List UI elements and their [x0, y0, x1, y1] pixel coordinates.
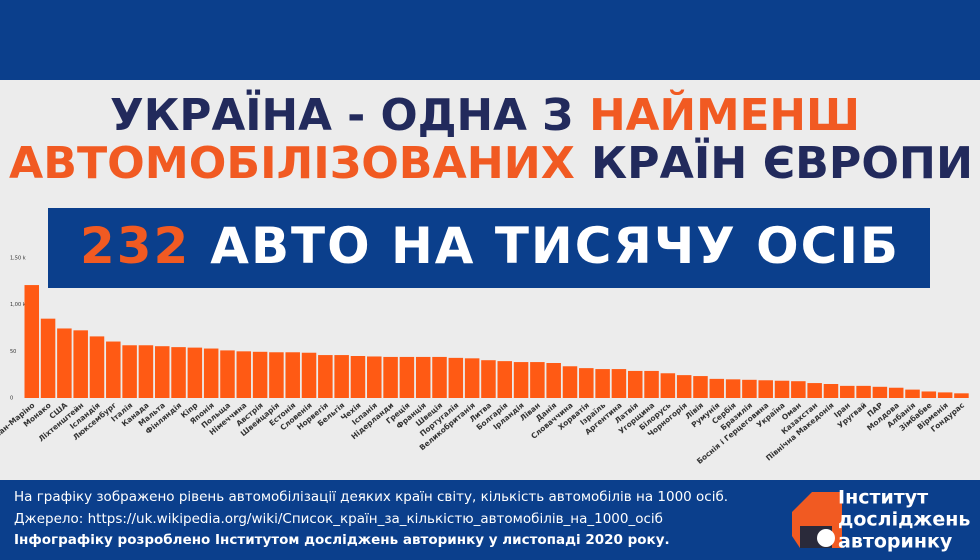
bar	[823, 384, 839, 398]
y-tick-label: 0	[10, 396, 13, 402]
bar	[122, 345, 137, 398]
bar	[383, 356, 398, 398]
bar	[856, 385, 871, 398]
bar	[562, 366, 578, 398]
bar	[937, 392, 953, 398]
bar	[40, 318, 56, 398]
bar	[921, 391, 937, 398]
bar	[432, 356, 447, 398]
logo: Інститут досліджень авторинку	[792, 487, 970, 553]
title-part: АВТОМОБІЛІЗОВАНИХ	[9, 138, 575, 189]
bar	[154, 346, 170, 398]
bar	[627, 370, 643, 398]
footer-source: Джерело: https://uk.wikipedia.org/wiki/С…	[14, 511, 663, 527]
bar	[350, 356, 366, 398]
bar	[530, 362, 545, 398]
bar	[709, 378, 725, 398]
bar	[415, 356, 431, 398]
banner-number: 232	[80, 217, 190, 275]
y-tick-label: 1,00 k	[10, 302, 26, 308]
banner-text: 232 АВТО НА ТИСЯЧУ ОСІБ	[80, 217, 900, 275]
bar	[464, 358, 480, 398]
title-part: НАЙМЕНШ	[589, 88, 860, 141]
bar	[73, 330, 88, 398]
bar	[579, 368, 594, 398]
footer-note: На графіку зображено рівень автомобіліза…	[14, 489, 728, 505]
bar	[676, 375, 692, 398]
bar	[791, 381, 806, 398]
bar	[660, 373, 676, 398]
bar	[57, 328, 72, 398]
bar	[285, 352, 300, 398]
bar	[693, 376, 708, 398]
top-band	[0, 0, 980, 80]
logo-text: Інститут	[838, 487, 928, 509]
banner-box	[48, 208, 930, 288]
title-line-2: АВТОМОБІЛІЗОВАНИХ КРАЇН ЄВРОПИ	[9, 136, 973, 189]
logo-wheel	[817, 529, 835, 547]
title-line-1: УКРАЇНА - ОДНА З НАЙМЕНШ	[110, 88, 860, 141]
banner-caption: АВТО НА ТИСЯЧУ ОСІБ	[210, 217, 900, 275]
bar	[220, 350, 235, 398]
bar	[399, 356, 415, 398]
bar	[106, 341, 121, 398]
bar	[448, 357, 464, 398]
bar	[872, 386, 888, 398]
bar	[318, 355, 333, 398]
bar	[905, 389, 920, 398]
bar	[24, 285, 40, 398]
bar	[807, 383, 822, 398]
logo-text: досліджень	[838, 509, 970, 531]
bar	[89, 336, 105, 398]
bar	[774, 380, 790, 398]
bar	[187, 347, 203, 398]
bar	[840, 385, 855, 398]
bar	[252, 351, 268, 398]
bar	[742, 379, 757, 398]
bar	[497, 361, 513, 398]
title-part: УКРАЇНА - ОДНА З	[110, 88, 573, 141]
bar	[644, 370, 659, 398]
bar	[334, 355, 349, 398]
bar	[269, 352, 284, 398]
bar	[595, 369, 610, 398]
title-part: КРАЇН ЄВРОПИ	[591, 136, 973, 189]
bar	[725, 379, 741, 398]
bar	[481, 360, 496, 398]
bar	[546, 363, 561, 398]
bar	[138, 345, 154, 398]
y-tick-label: 50	[10, 349, 16, 355]
logo-text: авторинку	[838, 531, 953, 553]
bar	[513, 362, 529, 398]
bar	[758, 380, 773, 398]
y-tick-label: 1,50 k	[10, 256, 26, 262]
bar	[171, 347, 186, 398]
bar	[203, 348, 219, 398]
bar	[954, 393, 969, 398]
bar	[301, 352, 317, 398]
bar	[236, 351, 252, 398]
bar	[367, 356, 382, 398]
footer-credit: Інфографіку розроблено Інститутом дослід…	[14, 532, 670, 548]
bar	[888, 387, 904, 398]
bar	[611, 369, 627, 398]
